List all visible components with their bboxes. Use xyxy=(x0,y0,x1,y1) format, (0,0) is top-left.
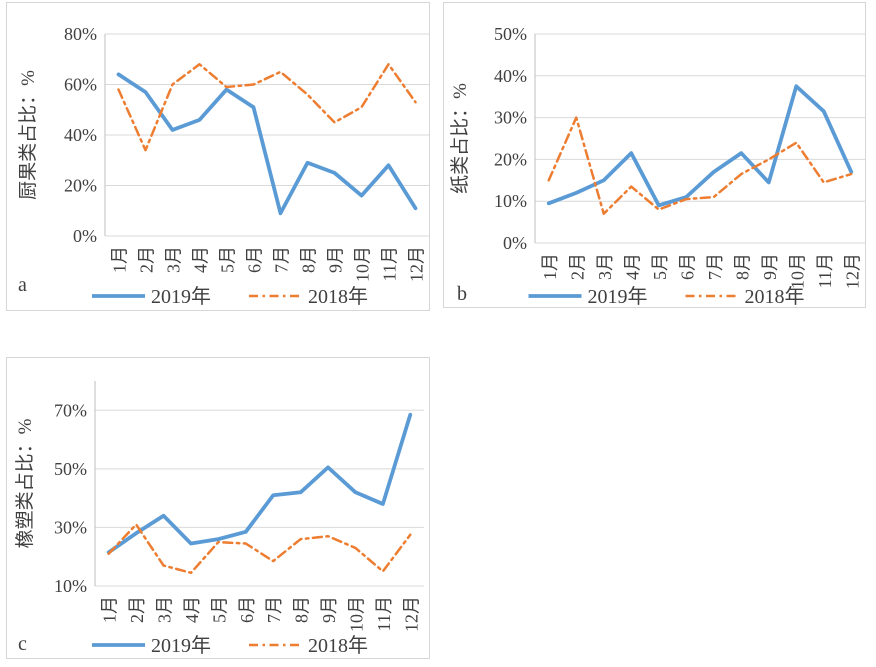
x-tick-label-3: 3月 xyxy=(164,246,184,273)
y-tick-label: 0% xyxy=(73,226,97,246)
y-tick-label: 70% xyxy=(54,400,87,420)
x-tick-label-3: 3月 xyxy=(595,253,615,280)
x-tick-label-2: 2月 xyxy=(127,596,147,623)
legend-label-2019年: 2019年 xyxy=(151,634,211,657)
x-tick-label-11: 11月 xyxy=(380,246,400,281)
series-line-2019年 xyxy=(116,72,418,216)
chart-panel-a: 0% 20% 40% 60% 80% 厨果类占比：% 1月 2月 3月 4月 5月 6月 7月 8月 9月 1… xyxy=(6,2,430,311)
line-chart-b: 0% 10% 20% 30% 40% 50% 纸类占比：% 1月 2月 3月 4月 5月 6月 7月 8月 9… xyxy=(449,24,865,307)
x-tick-label-8: 8月 xyxy=(292,596,312,623)
legend-label-2019年: 2019年 xyxy=(588,285,648,307)
x-tick-label-3: 3月 xyxy=(155,596,175,623)
x-tick-label-7: 7月 xyxy=(705,253,725,280)
legend-label-2018年: 2018年 xyxy=(308,634,368,657)
x-tick-label-12: 12月 xyxy=(842,253,862,289)
series-line-2018年 xyxy=(547,116,853,215)
y-tick-label: 20% xyxy=(494,149,527,169)
series-line-2018年 xyxy=(107,523,412,575)
y-tick-label: 40% xyxy=(64,125,97,145)
x-tick-label-12: 12月 xyxy=(407,246,427,282)
y-tick-label: 40% xyxy=(494,66,527,86)
x-tick-label-1: 1月 xyxy=(110,246,130,273)
panel-label-c: c xyxy=(18,633,27,655)
series-line-2019年 xyxy=(106,412,413,555)
x-tick-label-1: 1月 xyxy=(100,596,120,623)
line-chart-a: 0% 20% 40% 60% 80% 厨果类占比：% 1月 2月 3月 4月 5月 6月 7月 8月 9月 1… xyxy=(17,24,429,308)
legend-label-2018年: 2018年 xyxy=(308,285,368,308)
y-tick-label: 20% xyxy=(64,176,97,196)
y-tick-label: 0% xyxy=(503,233,527,253)
y-axis-title: 橡塑类占比：% xyxy=(14,418,36,548)
y-tick-label: 50% xyxy=(494,24,527,44)
x-tick-label-9: 9月 xyxy=(760,253,780,280)
series-line-2018年 xyxy=(117,63,417,152)
x-tick-label-4: 4月 xyxy=(622,253,642,280)
x-tick-label-5: 5月 xyxy=(650,253,670,280)
x-tick-label-5: 5月 xyxy=(209,596,229,623)
y-tick-label: 50% xyxy=(54,459,87,479)
y-tick-label: 10% xyxy=(494,191,527,211)
x-tick-label-7: 7月 xyxy=(272,246,292,273)
y-tick-label: 80% xyxy=(64,24,97,44)
legend-label-2018年: 2018年 xyxy=(745,285,805,307)
chart-panel-b: 0% 10% 20% 30% 40% 50% 纸类占比：% 1月 2月 3月 4月 5月 6月 7月 8月 9… xyxy=(443,2,866,308)
x-tick-label-6: 6月 xyxy=(237,596,257,623)
line-chart-c: 10% 30% 50% 70% 橡塑类占比：% 1月 2月 3月 4月 5月 6月 7月 8月 9月 10月… xyxy=(14,381,424,657)
y-tick-label: 10% xyxy=(54,576,87,596)
x-tick-label-12: 12月 xyxy=(401,596,421,632)
x-tick-label-11: 11月 xyxy=(815,253,835,288)
x-tick-label-9: 9月 xyxy=(326,246,346,273)
x-tick-label-5: 5月 xyxy=(218,246,238,273)
x-tick-label-10: 10月 xyxy=(787,253,807,289)
y-axis-title: 厨果类占比：% xyxy=(17,70,39,200)
x-tick-label-4: 4月 xyxy=(191,246,211,273)
x-tick-label-2: 2月 xyxy=(137,246,157,273)
x-tick-label-6: 6月 xyxy=(677,253,697,280)
x-tick-label-10: 10月 xyxy=(346,596,366,632)
legend-label-2019年: 2019年 xyxy=(151,285,211,308)
x-tick-label-4: 4月 xyxy=(182,596,202,623)
y-axis-title: 纸类占比：% xyxy=(449,83,471,194)
y-tick-label: 60% xyxy=(64,75,97,95)
x-tick-label-7: 7月 xyxy=(264,596,284,623)
y-tick-label: 30% xyxy=(54,517,87,537)
x-tick-label-6: 6月 xyxy=(245,246,265,273)
x-tick-label-11: 11月 xyxy=(374,596,394,631)
x-tick-label-1: 1月 xyxy=(540,253,560,280)
x-tick-label-8: 8月 xyxy=(732,253,752,280)
x-tick-label-8: 8月 xyxy=(299,246,319,273)
x-tick-label-10: 10月 xyxy=(353,246,373,282)
x-tick-label-9: 9月 xyxy=(319,596,339,623)
x-tick-label-2: 2月 xyxy=(567,253,587,280)
series-line-2019年 xyxy=(546,84,854,208)
y-tick-label: 30% xyxy=(494,108,527,128)
panel-label-b: b xyxy=(457,283,467,305)
panel-label-a: a xyxy=(18,274,27,296)
chart-panel-c: 10% 30% 50% 70% 橡塑类占比：% 1月 2月 3月 4月 5月 6月 7月 8月 9月 10月… xyxy=(6,357,430,659)
